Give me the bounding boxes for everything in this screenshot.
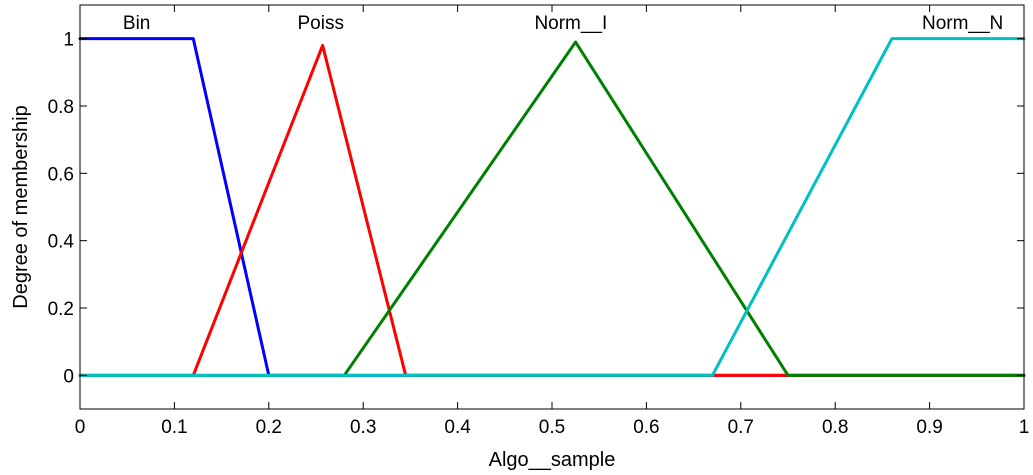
x-tick-label: 0.8 [822,417,848,438]
x-axis-title: Algo__sample [489,449,616,471]
series-label: Bin [123,13,150,34]
x-tick-label: 0.1 [161,417,187,438]
series-label: Norm__I [534,13,607,34]
x-tick-label: 0 [75,417,86,438]
x-tick-label: 0.3 [350,417,376,438]
plot-background [80,5,1024,409]
series-label: Poiss [297,13,343,34]
x-tick-label: 1 [1019,417,1030,438]
x-tick-label: 0.7 [728,417,754,438]
y-tick-label: 0.8 [48,97,74,118]
x-axis-ticks: 0 0.1 0.2 0.3 0.4 0.5 0.6 0.7 0.8 0.9 1 [75,5,1030,438]
y-tick-label: 0.6 [48,164,74,185]
x-tick-label: 0.6 [633,417,659,438]
x-tick-label: 0.5 [539,417,565,438]
y-tick-label: 1 [63,30,74,51]
series-label: Norm__N [922,13,1003,34]
x-tick-label: 0.9 [916,417,942,438]
y-tick-label: 0.4 [48,232,75,253]
y-tick-label: 0 [63,366,74,387]
series-label-layer: Bin Poiss Norm__I Norm__N [123,13,1003,34]
series-layer [78,37,1026,377]
x-tick-label: 0.4 [444,417,471,438]
x-tick-label: 0.2 [256,417,282,438]
y-axis-ticks: 0 0.2 0.4 0.6 0.8 1 [48,30,1024,387]
y-axis-title: Degree of membership [10,105,32,308]
series-line-norm-n [78,37,1026,377]
y-tick-label: 0.2 [48,299,74,320]
